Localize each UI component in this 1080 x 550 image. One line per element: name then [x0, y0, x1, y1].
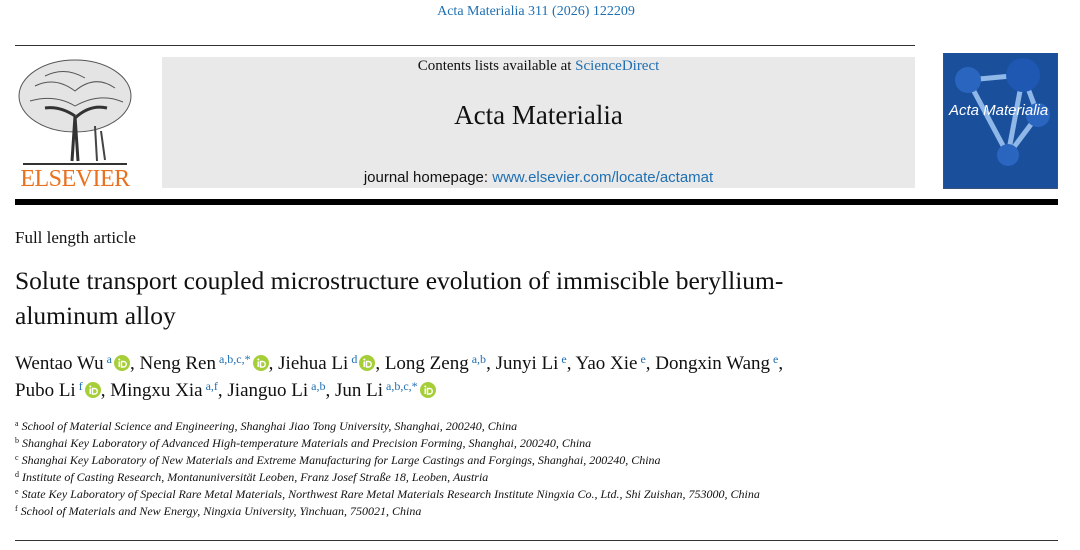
- affiliation: d Institute of Casting Research, Montanun…: [15, 469, 760, 486]
- author-list: Wentao Wu a, Neng Ren a,b,c,*, Jiehua Li d,…: [15, 350, 825, 404]
- author-affiliation-marks[interactable]: a,b: [311, 379, 326, 393]
- rule: [15, 45, 915, 46]
- homepage-line: journal homepage: www.elsevier.com/locat…: [162, 169, 915, 186]
- affiliation-list: a School of Material Science and Engineer…: [15, 418, 760, 520]
- author-name[interactable]: Yao Xie: [575, 353, 638, 374]
- author-separator: ,: [375, 353, 381, 374]
- author-separator: ,: [268, 353, 274, 374]
- journal-title: Acta Materialia: [454, 100, 623, 130]
- author-separator: ,: [566, 353, 572, 374]
- author-separator: ,: [325, 380, 331, 401]
- sciencedirect-link[interactable]: ScienceDirect: [575, 58, 660, 74]
- author-name[interactable]: Mingxu Xia: [110, 380, 203, 401]
- author-affiliation-marks[interactable]: a,b,c,*: [218, 352, 251, 366]
- cover-title: Acta Materialia: [948, 102, 1048, 119]
- affiliation: a School of Material Science and Engineer…: [15, 418, 760, 435]
- author-affiliation-marks[interactable]: a,b,c,*: [386, 379, 418, 393]
- author-affiliation-marks[interactable]: f: [78, 379, 83, 393]
- orcid-icon[interactable]: [84, 382, 101, 398]
- affiliation-text: Institute of Casting Research, Montanuni…: [22, 470, 489, 484]
- author-name[interactable]: Jianguo Li: [227, 380, 309, 401]
- affiliation: e State Key Laboratory of Special Rare Me…: [15, 486, 760, 503]
- author-separator: ,: [778, 353, 784, 374]
- author-name[interactable]: Jiehua Li: [278, 353, 349, 374]
- author-separator: ,: [100, 380, 106, 401]
- affiliation: b Shanghai Key Laboratory of Advanced Hig…: [15, 435, 760, 452]
- contents-prefix: Contents lists available at: [417, 58, 572, 74]
- rule: [15, 540, 1058, 541]
- author-name[interactable]: Dongxin Wang: [655, 353, 771, 374]
- publisher-name: ELSEVIER: [20, 166, 130, 192]
- orcid-icon[interactable]: [252, 355, 269, 371]
- author-name[interactable]: Neng Ren: [139, 353, 216, 374]
- affiliation-text: State Key Laboratory of Special Rare Met…: [21, 487, 760, 501]
- affiliation-letter: e: [15, 487, 19, 496]
- author-separator: ,: [129, 353, 135, 374]
- author-name[interactable]: Junyi Li: [495, 353, 559, 374]
- author-affiliation-marks[interactable]: e: [640, 352, 646, 366]
- affiliation-letter: a: [15, 419, 19, 428]
- contents-line: Contents lists available at ScienceDirec…: [162, 58, 915, 75]
- author-name[interactable]: Jun Li: [334, 380, 383, 401]
- homepage-prefix: journal homepage:: [363, 169, 489, 186]
- affiliation: c Shanghai Key Laboratory of New Material…: [15, 452, 760, 469]
- author-affiliation-marks[interactable]: a,f: [205, 379, 218, 393]
- author-name[interactable]: Wentao Wu: [15, 353, 104, 374]
- affiliation-letter: d: [15, 470, 19, 479]
- affiliation: f School of Materials and New Energy, Nin…: [15, 503, 760, 520]
- homepage-link[interactable]: www.elsevier.com/locate/actamat: [492, 169, 714, 186]
- affiliation-text: School of Materials and New Energy, Ning…: [20, 504, 422, 518]
- author-affiliation-marks[interactable]: a,b: [471, 352, 487, 366]
- affiliation-letter: f: [15, 504, 18, 513]
- author-affiliation-marks[interactable]: e: [561, 352, 567, 366]
- affiliation-text: Shanghai Key Laboratory of New Materials…: [21, 453, 661, 467]
- article-type: Full length article: [15, 228, 136, 247]
- article-title: Solute transport coupled microstructure …: [15, 266, 784, 330]
- journal-cover[interactable]: Acta Materialia: [943, 45, 1058, 189]
- orcid-icon[interactable]: [359, 355, 376, 371]
- orcid-icon[interactable]: [113, 355, 130, 371]
- author-affiliation-marks[interactable]: e: [773, 352, 779, 366]
- author-affiliation-marks[interactable]: a: [106, 352, 112, 366]
- rule: [15, 199, 1058, 205]
- affiliation-letter: b: [15, 436, 19, 445]
- author-affiliation-marks[interactable]: d: [351, 352, 358, 366]
- author-separator: ,: [645, 353, 651, 374]
- author-name[interactable]: Pubo Li: [15, 380, 76, 401]
- journal-reference[interactable]: Acta Materialia 311 (2026) 122209: [437, 4, 635, 19]
- author-separator: ,: [217, 380, 223, 401]
- author-separator: ,: [486, 353, 491, 374]
- orcid-icon[interactable]: [419, 382, 436, 398]
- affiliation-text: Shanghai Key Laboratory of Advanced High…: [22, 436, 592, 450]
- author-name[interactable]: Long Zeng: [384, 353, 469, 374]
- journal-banner: [162, 57, 915, 188]
- affiliation-text: School of Material Science and Engineeri…: [21, 419, 518, 433]
- publisher-logo[interactable]: [15, 56, 135, 191]
- affiliation-letter: c: [15, 453, 19, 462]
